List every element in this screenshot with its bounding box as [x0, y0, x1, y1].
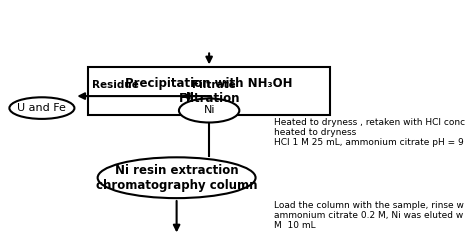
Text: Heated to dryness , retaken with HCl conc
heated to dryness
HCl 1 M 25 mL, ammon: Heated to dryness , retaken with HCl con…	[274, 118, 465, 147]
Ellipse shape	[98, 157, 255, 198]
Text: Precipitation with NH₃OH
Filtration: Precipitation with NH₃OH Filtration	[126, 77, 293, 105]
Text: Ni: Ni	[203, 106, 215, 115]
Text: Ni resin extraction
chromatography column: Ni resin extraction chromatography colum…	[96, 164, 257, 192]
FancyBboxPatch shape	[88, 67, 330, 115]
Ellipse shape	[179, 98, 239, 122]
Text: Load the column with the sample, rinse w
ammonium citrate 0.2 M, Ni was eluted w: Load the column with the sample, rinse w…	[274, 200, 464, 230]
Ellipse shape	[9, 97, 74, 119]
Text: Residue: Residue	[91, 80, 138, 90]
Text: U and Fe: U and Fe	[18, 103, 66, 113]
Text: Filtrate: Filtrate	[192, 80, 236, 90]
